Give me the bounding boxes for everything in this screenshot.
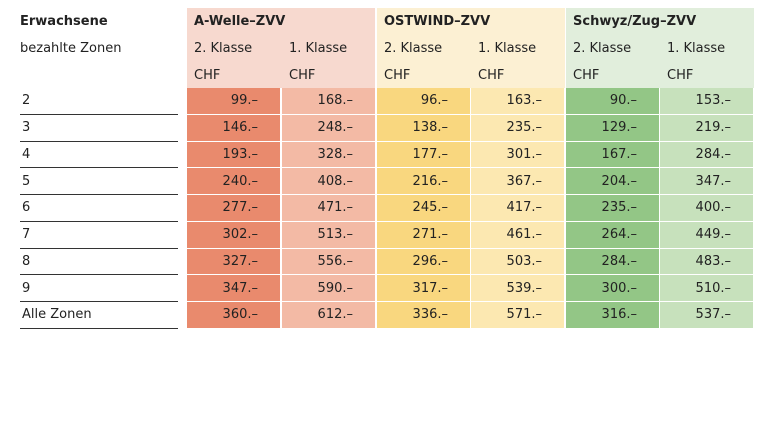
class-label: 1. Klasse (667, 41, 726, 56)
fare-cell: 360.– (187, 302, 280, 328)
fare-cell: 99.– (187, 88, 280, 114)
class-label: 2. Klasse (384, 41, 443, 56)
zone-label: 2 (20, 88, 178, 115)
fare-cell: 408.– (282, 168, 375, 194)
fare-cell: 90.– (566, 88, 659, 114)
fare-cell: 277.– (187, 195, 280, 221)
fare-cell: 471.– (282, 195, 375, 221)
fare-cell: 219.– (660, 114, 753, 141)
group-name: Schwyz/Zug–ZVV (573, 14, 697, 29)
fare-cell: 129.– (566, 114, 659, 141)
fare-cell: 163.– (471, 88, 564, 114)
group-name: OSTWIND–ZVV (384, 14, 491, 29)
currency-label: CHF (194, 67, 221, 83)
fare-cell: 316.– (566, 302, 659, 328)
fare-cell: 235.– (471, 114, 564, 141)
group-header-bg (377, 8, 565, 88)
class-label: 2. Klasse (194, 41, 253, 56)
fare-cell: 264.– (566, 221, 659, 248)
fare-cell: 284.– (660, 141, 753, 168)
fare-cell: 590.– (282, 275, 375, 301)
fare-cell: 449.– (660, 221, 753, 248)
fare-cell: 539.– (471, 275, 564, 301)
currency-label: CHF (384, 67, 411, 83)
fare-cell: 235.– (566, 195, 659, 221)
zone-label: 8 (20, 249, 178, 276)
fare-cell: 138.– (377, 114, 470, 141)
fare-cell: 245.– (377, 195, 470, 221)
group-header-bg (566, 8, 754, 88)
fare-cell: 571.– (471, 302, 564, 328)
fare-cell: 417.– (471, 195, 564, 221)
zone-label: 5 (20, 168, 178, 195)
group-header-bg (187, 8, 375, 88)
group-name: A-Welle–ZVV (194, 14, 286, 29)
fare-cell: 317.– (377, 275, 470, 301)
table-title: Erwachsene (20, 14, 108, 29)
zone-label: 3 (20, 115, 178, 142)
fare-cell: 612.– (282, 302, 375, 328)
zone-label: 7 (20, 222, 178, 249)
fare-cell: 513.– (282, 221, 375, 248)
class-label: 1. Klasse (289, 41, 348, 56)
fare-cell: 96.– (377, 88, 470, 114)
fare-cell: 284.– (566, 248, 659, 275)
fare-cell: 367.– (471, 168, 564, 194)
zone-label: 6 (20, 195, 178, 222)
fare-cell: 510.– (660, 275, 753, 301)
class-label: 2. Klasse (573, 41, 632, 56)
fare-cell: 177.– (377, 141, 470, 168)
fare-cell: 483.– (660, 248, 753, 275)
fare-cell: 248.– (282, 114, 375, 141)
fare-cell: 556.– (282, 248, 375, 275)
fare-cell: 461.– (471, 221, 564, 248)
fare-cell: 503.– (471, 248, 564, 275)
currency-label: CHF (667, 67, 694, 83)
fare-cell: 240.– (187, 168, 280, 194)
fare-cell: 537.– (660, 302, 753, 328)
currency-label: CHF (289, 67, 316, 83)
fare-cell: 328.– (282, 141, 375, 168)
currency-label: CHF (478, 67, 505, 83)
fare-cell: 271.– (377, 221, 470, 248)
zone-label: Alle Zonen (20, 302, 178, 329)
fare-cell: 296.– (377, 248, 470, 275)
fare-cell: 300.– (566, 275, 659, 301)
fare-cell: 302.– (187, 221, 280, 248)
fare-cell: 400.– (660, 195, 753, 221)
fare-cell: 327.– (187, 248, 280, 275)
fare-cell: 204.– (566, 168, 659, 194)
fare-cell: 167.– (566, 141, 659, 168)
zone-label: 4 (20, 142, 178, 169)
currency-label: CHF (573, 67, 600, 83)
class-label: 1. Klasse (478, 41, 537, 56)
fare-cell: 216.– (377, 168, 470, 194)
fare-cell: 168.– (282, 88, 375, 114)
fare-cell: 347.– (187, 275, 280, 301)
fare-cell: 336.– (377, 302, 470, 328)
table-subtitle: bezahlte Zonen (20, 41, 122, 56)
fare-cell: 153.– (660, 88, 753, 114)
fare-cell: 193.– (187, 141, 280, 168)
fare-cell: 347.– (660, 168, 753, 194)
zone-label: 9 (20, 275, 178, 302)
fare-cell: 301.– (471, 141, 564, 168)
fare-cell: 146.– (187, 114, 280, 141)
